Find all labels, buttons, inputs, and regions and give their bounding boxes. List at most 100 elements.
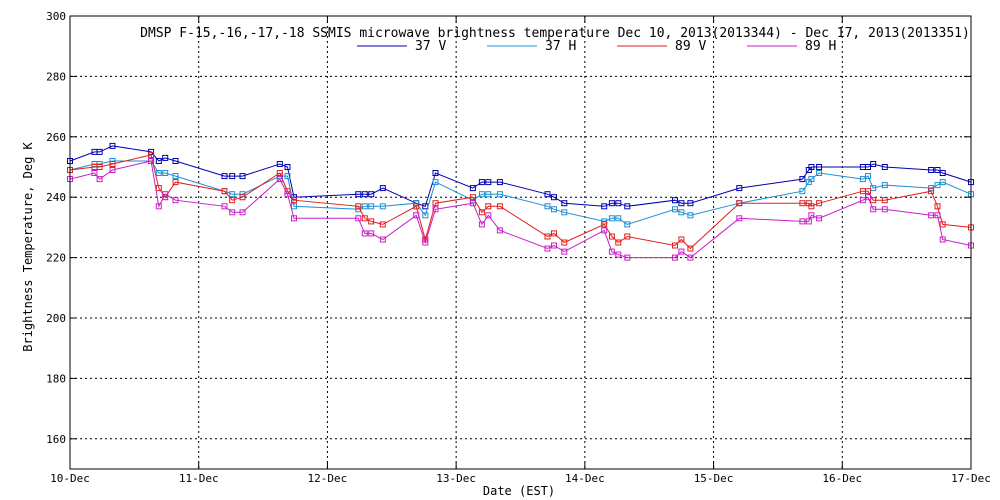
data-point (678, 248, 685, 255)
data-point (221, 173, 228, 180)
data-point (478, 191, 485, 198)
data-point (485, 212, 492, 219)
data-point (284, 191, 291, 198)
series-37-h (67, 158, 974, 228)
axis-ticks: 10-Dec 11-Dec 12-Dec 13-Dec 14-Dec 15-Dec 16-D… (46, 10, 991, 485)
data-point (91, 170, 98, 176)
x-tick-label: 12-Dec (308, 472, 348, 485)
data-point (608, 248, 615, 255)
data-point (672, 242, 678, 249)
data-point (865, 173, 871, 180)
data-point (148, 158, 155, 164)
data-point (544, 203, 551, 210)
legend-item: 89 V (617, 39, 706, 54)
data-point (928, 188, 935, 195)
data-point (624, 221, 631, 228)
y-tick-label: 200 (46, 312, 66, 325)
data-point (601, 221, 608, 228)
data-point (361, 230, 368, 237)
data-point (544, 233, 551, 240)
data-point (608, 215, 615, 222)
data-point (678, 236, 685, 243)
data-point (485, 203, 492, 210)
data-point (608, 200, 615, 207)
data-point (172, 158, 179, 164)
data-point (155, 158, 162, 164)
data-point (109, 142, 116, 149)
data-point (379, 221, 386, 228)
data-point (276, 170, 283, 176)
legend-label: 37 V (415, 39, 446, 54)
series-89-v (67, 151, 974, 252)
series-89-h (67, 158, 974, 261)
data-point (939, 179, 946, 186)
data-point (469, 185, 476, 192)
data-point (544, 245, 551, 252)
legend-item: 37 V (357, 39, 446, 54)
data-point (485, 179, 492, 186)
data-point (808, 212, 815, 219)
data-series (67, 142, 974, 261)
data-point (284, 164, 291, 170)
data-point (928, 167, 935, 173)
data-point (469, 194, 476, 201)
data-point (808, 176, 815, 183)
data-point (109, 167, 116, 173)
data-point (379, 185, 386, 192)
data-point (109, 161, 116, 167)
data-point (736, 200, 743, 207)
data-point (413, 212, 420, 219)
data-point (239, 173, 246, 180)
data-point (96, 176, 103, 183)
legend-label: 37 H (545, 39, 576, 54)
x-tick-label: 15-Dec (694, 472, 734, 485)
data-point (469, 200, 476, 207)
data-point (361, 191, 368, 198)
data-point (939, 170, 946, 176)
data-point (939, 221, 946, 228)
data-point (672, 197, 678, 204)
data-point (808, 203, 815, 210)
data-point (291, 215, 297, 222)
data-point (881, 206, 888, 213)
data-point (478, 209, 485, 216)
data-point (624, 203, 631, 210)
data-point (934, 203, 941, 210)
data-point (805, 218, 812, 225)
y-tick-label: 280 (46, 70, 66, 83)
data-point (736, 185, 743, 192)
data-point (608, 233, 615, 240)
data-point (678, 209, 685, 216)
data-point (162, 170, 169, 176)
data-point (496, 191, 503, 198)
data-point (361, 215, 368, 222)
data-point (229, 197, 236, 204)
data-point (432, 179, 439, 186)
data-point (229, 209, 236, 216)
data-point (229, 191, 236, 198)
series-line (69, 160, 972, 259)
x-axis-label: Date (EST) (483, 484, 555, 498)
data-point (799, 218, 806, 225)
data-point (276, 176, 283, 183)
data-point (368, 203, 375, 210)
data-point (413, 200, 420, 207)
series-line (69, 154, 972, 250)
data-point (870, 206, 877, 213)
data-point (229, 173, 236, 180)
data-point (155, 203, 162, 210)
data-point (291, 203, 297, 210)
y-tick-label: 220 (46, 252, 66, 265)
data-point (736, 215, 743, 222)
data-point (672, 206, 678, 213)
data-point (799, 200, 806, 207)
data-point (544, 191, 551, 198)
data-point (276, 161, 283, 167)
data-point (615, 251, 622, 258)
grid-lines (70, 16, 971, 469)
plot-frame (69, 15, 972, 470)
data-point (551, 206, 557, 213)
x-tick-label: 13-Dec (436, 472, 476, 485)
data-point (221, 203, 228, 210)
